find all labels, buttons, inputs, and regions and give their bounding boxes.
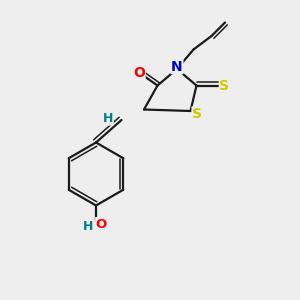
Text: O: O xyxy=(96,218,107,231)
Text: O: O xyxy=(133,66,145,80)
Text: H: H xyxy=(82,220,93,233)
Text: S: S xyxy=(192,107,202,121)
Text: H: H xyxy=(103,112,113,125)
Text: N: N xyxy=(171,60,183,74)
Text: S: S xyxy=(219,79,230,92)
